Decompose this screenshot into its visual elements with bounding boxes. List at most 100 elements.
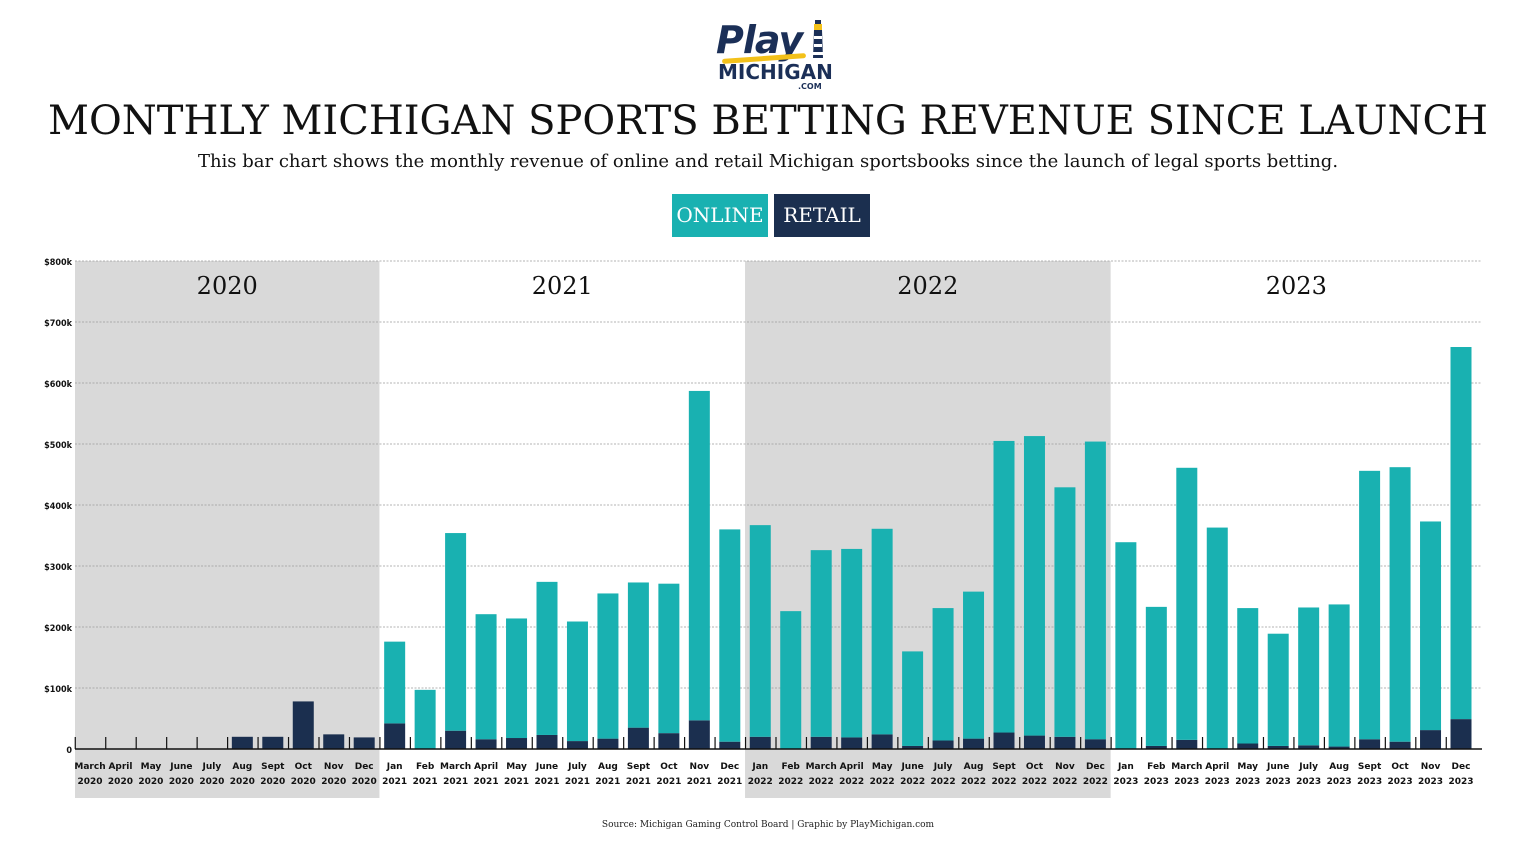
x-tick-label-year: 2020 xyxy=(260,777,285,787)
bar-online-nov-2023 xyxy=(1420,521,1442,731)
x-tick-label-year: 2023 xyxy=(1113,777,1138,787)
bar-online-aug-2021 xyxy=(597,593,619,739)
x-tick-label-year: 2020 xyxy=(199,777,224,787)
x-tick-label-year: 2022 xyxy=(839,777,864,787)
legend-online: ONLINE xyxy=(672,194,768,237)
bar-retail-may-2022 xyxy=(871,734,893,749)
x-tick-label-year: 2021 xyxy=(595,777,620,787)
x-tick-label-month: Oct xyxy=(1391,762,1409,772)
x-tick-label-year: 2020 xyxy=(321,777,346,787)
x-tick-label-month: Oct xyxy=(660,762,678,772)
bar-online-feb-2023 xyxy=(1145,606,1167,746)
bar-retail-feb-2023 xyxy=(1145,745,1167,749)
lighthouse-icon xyxy=(813,20,823,58)
y-tick-label: $400k xyxy=(44,502,73,512)
x-tick-label-year: 2020 xyxy=(77,777,102,787)
bar-online-sept-2021 xyxy=(627,582,649,728)
x-tick-label-year: 2023 xyxy=(1235,777,1260,787)
x-tick-label-year: 2021 xyxy=(656,777,681,787)
logo-michigan-text: MICHIGAN xyxy=(718,60,833,84)
bar-retail-aug-2021 xyxy=(597,738,619,749)
x-tick-label-month: Jan xyxy=(751,762,768,772)
bar-online-aug-2023 xyxy=(1328,604,1350,747)
x-tick-label-year: 2023 xyxy=(1296,777,1321,787)
bar-retail-dec-2022 xyxy=(1084,739,1106,749)
bar-online-oct-2021 xyxy=(658,583,680,734)
bar-online-jan-2022 xyxy=(749,525,771,737)
x-tick-label-year: 2023 xyxy=(1266,777,1291,787)
bar-retail-march-2023 xyxy=(1176,739,1198,749)
bar-retail-march-2021 xyxy=(445,730,467,749)
x-tick-label-month: Jan xyxy=(386,762,403,772)
x-tick-label-month: March xyxy=(806,762,837,772)
x-tick-label-year: 2021 xyxy=(565,777,590,787)
x-tick-label-month: Feb xyxy=(782,762,801,772)
x-tick-label-year: 2022 xyxy=(961,777,986,787)
bar-online-feb-2021 xyxy=(414,689,436,749)
bar-retail-june-2022 xyxy=(902,745,924,749)
y-tick-label: $300k xyxy=(44,563,73,573)
bar-retail-march-2022 xyxy=(810,736,832,749)
x-tick-label-month: March xyxy=(74,762,105,772)
bar-online-march-2021 xyxy=(445,533,467,731)
bar-online-july-2021 xyxy=(566,621,588,742)
bar-retail-july-2022 xyxy=(932,740,954,749)
chart-title: MONTHLY MICHIGAN SPORTS BETTING REVENUE … xyxy=(48,98,1488,144)
x-tick-label-year: 2022 xyxy=(1022,777,1047,787)
bar-retail-may-2021 xyxy=(506,738,528,749)
x-tick-label-month: Feb xyxy=(1147,762,1166,772)
x-tick-label-year: 2020 xyxy=(352,777,377,787)
bar-retail-sept-2020 xyxy=(262,736,284,749)
x-tick-label-month: June xyxy=(1266,762,1289,772)
bar-retail-jan-2021 xyxy=(384,723,406,749)
year-label-2020: 2020 xyxy=(197,272,258,300)
x-tick-label-month: Feb xyxy=(416,762,435,772)
bar-retail-may-2023 xyxy=(1237,743,1259,749)
y-tick-label: 0 xyxy=(66,746,72,756)
bar-retail-dec-2020 xyxy=(353,737,375,749)
bar-retail-nov-2022 xyxy=(1054,736,1076,749)
bar-online-feb-2022 xyxy=(780,611,802,749)
x-tick-label-year: 2021 xyxy=(534,777,559,787)
bar-online-march-2022 xyxy=(810,550,832,737)
bar-online-march-2023 xyxy=(1176,467,1198,740)
year-band-2020 xyxy=(75,261,380,798)
x-tick-label-year: 2022 xyxy=(778,777,803,787)
x-tick-label-month: Dec xyxy=(355,762,374,772)
y-tick-label: $800k xyxy=(44,258,73,268)
logo-domain-text: .COM xyxy=(798,82,822,91)
x-tick-label-year: 2021 xyxy=(382,777,407,787)
x-tick-label-year: 2021 xyxy=(626,777,651,787)
x-tick-label-year: 2022 xyxy=(900,777,925,787)
x-tick-label-month: Nov xyxy=(690,762,710,772)
bar-retail-july-2023 xyxy=(1298,745,1320,749)
playmichigan-logo: Play MICHIGAN .COM xyxy=(714,18,834,91)
x-tick-label-month: Dec xyxy=(720,762,739,772)
bar-online-jan-2021 xyxy=(384,641,406,724)
x-tick-label-month: April xyxy=(474,762,498,772)
chart-subtitle: This bar chart shows the monthly revenue… xyxy=(197,151,1339,172)
bar-online-may-2023 xyxy=(1237,608,1259,744)
bar-retail-nov-2020 xyxy=(323,734,345,749)
bar-online-nov-2022 xyxy=(1054,487,1076,737)
bar-online-april-2023 xyxy=(1206,527,1228,749)
x-tick-label-month: May xyxy=(506,762,527,772)
bar-online-dec-2023 xyxy=(1450,347,1472,720)
bar-retail-aug-2022 xyxy=(963,738,985,749)
x-tick-label-year: 2020 xyxy=(108,777,133,787)
bar-retail-june-2021 xyxy=(536,734,558,749)
y-tick-label: $500k xyxy=(44,441,73,451)
x-tick-label-year: 2022 xyxy=(748,777,773,787)
bar-online-july-2023 xyxy=(1298,607,1320,746)
x-tick-label-year: 2020 xyxy=(291,777,316,787)
x-tick-label-year: 2020 xyxy=(169,777,194,787)
bar-retail-april-2021 xyxy=(475,739,497,749)
bar-retail-sept-2021 xyxy=(627,727,649,749)
bar-retail-dec-2021 xyxy=(719,741,741,749)
bar-retail-oct-2021 xyxy=(658,733,680,749)
bar-retail-nov-2021 xyxy=(688,720,710,749)
x-tick-label-year: 2022 xyxy=(1083,777,1108,787)
bar-online-april-2022 xyxy=(841,548,863,738)
x-tick-label-month: Aug xyxy=(1329,762,1349,772)
x-tick-label-year: 2021 xyxy=(474,777,499,787)
